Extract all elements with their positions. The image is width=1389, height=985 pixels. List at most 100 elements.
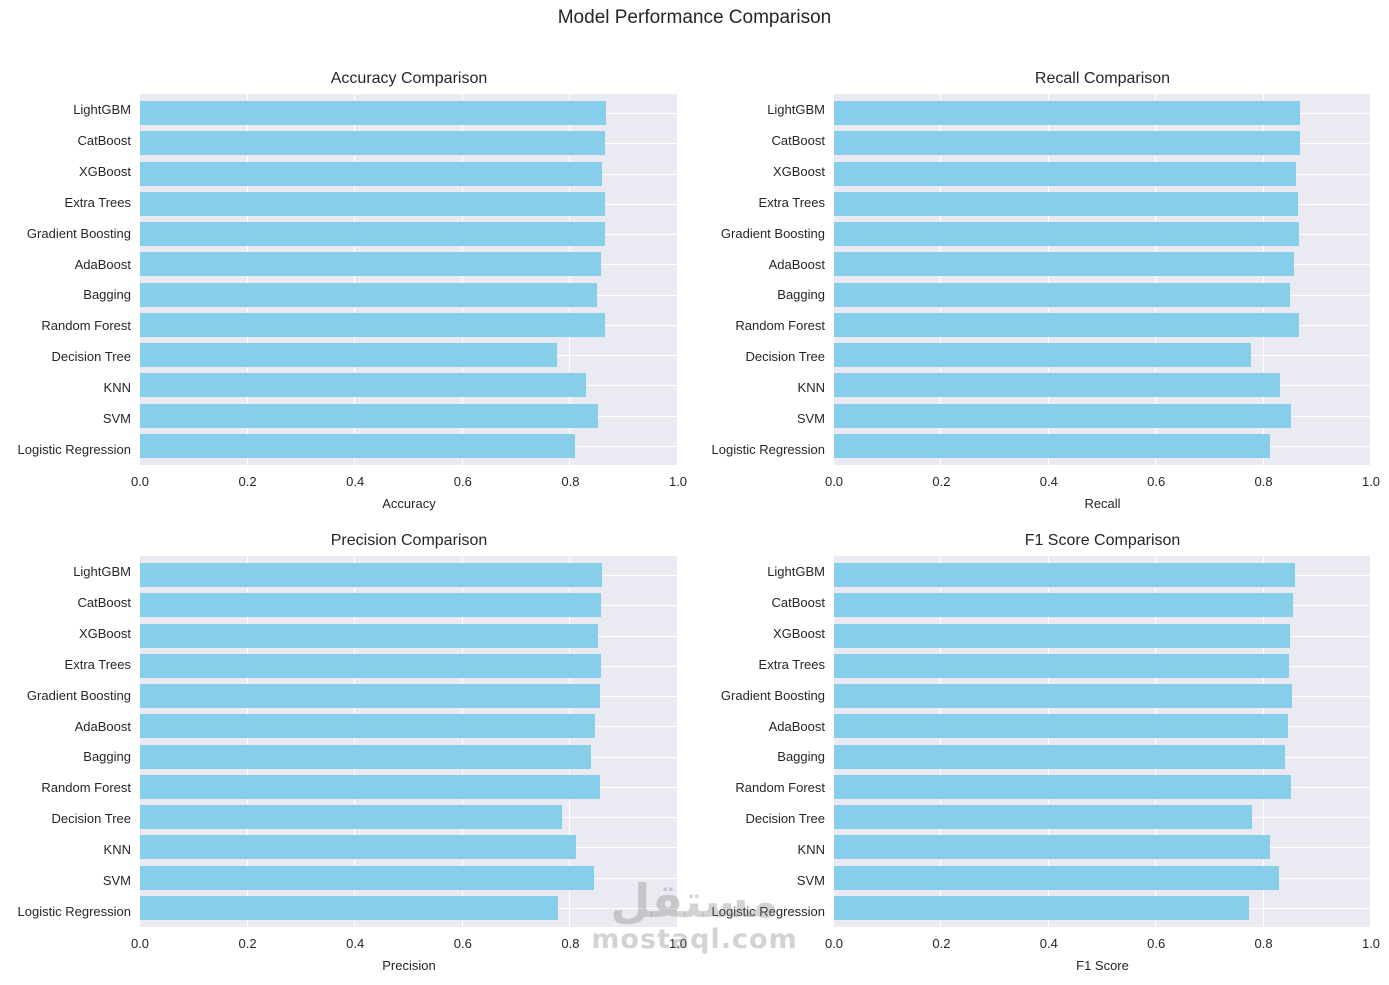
x-tick-label: 1.0 xyxy=(1361,936,1381,951)
bar-knn xyxy=(140,835,577,860)
chart-body: LightGBM CatBoost XGBoost Extra Trees Gradie… xyxy=(694,94,1371,465)
bar-bagging xyxy=(834,282,1291,307)
bar-extra-trees xyxy=(834,653,1290,678)
chart-body: LightGBM CatBoost XGBoost Extra Trees Gradie… xyxy=(0,556,678,927)
bar-decision-tree xyxy=(140,805,563,830)
category-label: KNN xyxy=(797,380,825,396)
x-tick-label: 0.4 xyxy=(346,474,365,489)
x-tick-label: 0.2 xyxy=(238,474,257,489)
bar-row xyxy=(834,742,1371,772)
bar-row xyxy=(140,590,678,620)
category-label: Logistic Regression xyxy=(17,442,131,458)
bar-row xyxy=(140,742,678,772)
charts-grid: Accuracy Comparison LightGBM CatBoost XGBo… xyxy=(0,56,1389,980)
category-label: CatBoost xyxy=(771,594,825,610)
bar-svm xyxy=(140,865,594,890)
x-tick-label: 0.0 xyxy=(824,936,844,951)
chart-recall: Recall Comparison LightGBM CatBoost XGBoos… xyxy=(694,56,1389,518)
bar-bagging xyxy=(834,744,1285,769)
category-label: Gradient Boosting xyxy=(26,225,131,241)
category-label: AdaBoost xyxy=(768,718,825,734)
y-axis-labels: LightGBM CatBoost XGBoost Extra Trees Gradie… xyxy=(694,94,834,465)
bar-row xyxy=(834,280,1371,310)
bar-row xyxy=(140,711,678,741)
v-gridline xyxy=(1047,556,1049,927)
v-gridline xyxy=(1370,556,1371,927)
bar-catboost xyxy=(140,131,606,156)
category-label: Bagging xyxy=(777,287,825,303)
category-label: Bagging xyxy=(777,749,825,765)
category-label: CatBoost xyxy=(77,132,131,148)
category-label: SVM xyxy=(102,873,131,889)
bar-row xyxy=(140,802,678,832)
category-label: Decision Tree xyxy=(745,811,825,827)
bar-row xyxy=(834,310,1371,340)
bar-decision-tree xyxy=(140,343,558,368)
bar-row xyxy=(834,560,1371,590)
x-tick-label: 0.8 xyxy=(561,936,580,951)
category-label: Bagging xyxy=(83,287,131,303)
bar-logistic-regression xyxy=(140,433,576,458)
x-axis-ticks: 0.0 0.2 0.4 0.6 0.8 1.0 xyxy=(131,474,687,490)
bar-adaboost xyxy=(834,252,1295,277)
bar-knn xyxy=(834,835,1270,860)
chart-title: Accuracy Comparison xyxy=(330,70,488,87)
bar-lightgbm xyxy=(140,101,606,126)
bar-adaboost xyxy=(834,714,1288,739)
bar-xgboost xyxy=(834,623,1291,648)
category-label: Random Forest xyxy=(735,318,825,334)
plot-area xyxy=(834,556,1371,927)
category-label: KNN xyxy=(103,842,131,858)
bar-row xyxy=(834,249,1371,279)
bar-row xyxy=(834,219,1371,249)
bar-xgboost xyxy=(140,161,603,186)
bar-row xyxy=(834,893,1371,923)
x-axis-label: F1 Score xyxy=(1076,958,1129,973)
bar-lightgbm xyxy=(834,101,1300,126)
category-label: LightGBM xyxy=(767,563,825,579)
category-label: AdaBoost xyxy=(74,256,131,272)
bar-row xyxy=(140,310,678,340)
category-label: Gradient Boosting xyxy=(26,687,131,703)
bar-bagging xyxy=(140,744,591,769)
plot-area xyxy=(140,94,678,465)
bar-xgboost xyxy=(140,623,598,648)
bar-row xyxy=(834,590,1371,620)
bar-row xyxy=(140,280,678,310)
v-gridline xyxy=(1155,94,1157,465)
bar-row xyxy=(834,621,1371,651)
bar-row xyxy=(140,249,678,279)
bar-row xyxy=(140,772,678,802)
category-label: SVM xyxy=(102,411,131,427)
x-tick-label: 0.2 xyxy=(238,936,257,951)
bar-row xyxy=(834,128,1371,158)
bar-lightgbm xyxy=(140,563,602,588)
bar-adaboost xyxy=(140,252,601,277)
bar-svm xyxy=(834,403,1291,428)
x-axis: 0.0 0.2 0.4 0.6 0.8 1.0 Accuracy xyxy=(131,474,687,511)
v-gridline xyxy=(246,94,248,465)
bar-row xyxy=(140,431,678,461)
bar-extra-trees xyxy=(834,191,1298,216)
category-label: Decision Tree xyxy=(51,811,131,827)
bar-row xyxy=(140,621,678,651)
bar-logistic-regression xyxy=(834,433,1270,458)
category-label: Extra Trees xyxy=(758,194,825,210)
bar-row xyxy=(140,651,678,681)
category-label: CatBoost xyxy=(77,594,131,610)
category-label: XGBoost xyxy=(78,625,131,641)
x-axis: 0.0 0.2 0.4 0.6 0.8 1.0 Recall xyxy=(825,474,1380,511)
bar-gradient-boosting xyxy=(834,684,1292,709)
x-tick-label: 0.6 xyxy=(453,474,472,489)
bar-row xyxy=(140,98,678,128)
category-label: Bagging xyxy=(83,749,131,765)
v-gridline xyxy=(1370,94,1371,465)
x-axis-ticks: 0.0 0.2 0.4 0.6 0.8 1.0 xyxy=(825,936,1380,952)
category-label: Gradient Boosting xyxy=(720,687,825,703)
v-gridline xyxy=(677,556,678,927)
x-axis: 0.0 0.2 0.4 0.6 0.8 1.0 F1 Score xyxy=(825,936,1380,973)
bar-random-forest xyxy=(140,312,605,337)
v-gridline xyxy=(940,556,942,927)
category-label: LightGBM xyxy=(767,101,825,117)
bar-row xyxy=(834,802,1371,832)
